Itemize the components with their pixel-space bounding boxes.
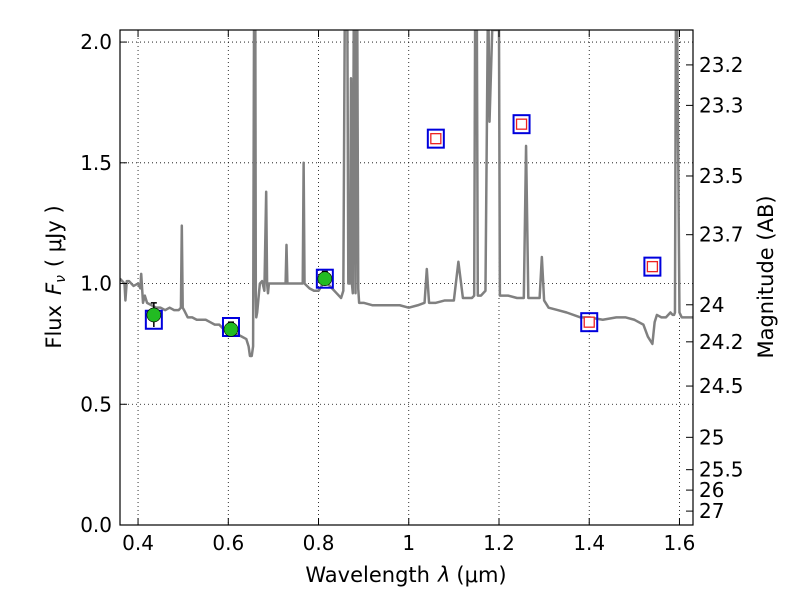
x-tick-label: 1 <box>402 531 415 555</box>
y-axis-label-unit: ( μJy ) <box>42 205 66 267</box>
points-layer <box>144 114 662 337</box>
grid <box>120 30 693 526</box>
right-tick-label: 26 <box>699 478 724 502</box>
model-box <box>426 128 445 149</box>
right-tick-label: 27 <box>699 499 724 523</box>
x-axis-label-symbol: λ <box>437 563 450 587</box>
right-tick-label: 25 <box>699 425 724 449</box>
red-square-marker <box>583 316 595 328</box>
red-square-marker <box>515 118 528 130</box>
x-axis-label-unit: (μm) <box>456 563 506 587</box>
observed-point <box>146 307 162 323</box>
red-square-marker <box>430 133 442 145</box>
right-tick-label: 25.5 <box>699 458 744 482</box>
right-axis-label: Magnitude (AB) <box>754 195 778 358</box>
x-tick-label: 1.2 <box>483 531 515 555</box>
model-box <box>315 268 334 289</box>
red-square-marker <box>646 260 659 273</box>
spectrum-line <box>120 30 693 358</box>
model-box <box>512 114 531 135</box>
x-tick-label: 1.4 <box>573 531 605 555</box>
observed-point <box>223 322 239 337</box>
right-tick-label: 23.2 <box>699 53 744 77</box>
x-tick-label: 0.6 <box>212 531 244 555</box>
y-tick-label: 1.5 <box>80 151 112 175</box>
plot-frame <box>119 29 694 526</box>
model-box <box>643 256 662 277</box>
x-tick-label: 1.6 <box>664 531 696 555</box>
right-tick-label: 23.5 <box>699 164 744 188</box>
y-axis-label-prefix: Flux <box>42 305 66 349</box>
y-tick-label: 0.5 <box>80 392 112 416</box>
observed-point <box>317 271 333 287</box>
y-tick-label: 1.0 <box>80 272 112 296</box>
y-tick-label: 0.0 <box>80 513 112 537</box>
right-tick-label: 23.7 <box>699 223 744 247</box>
right-tick-label: 24.2 <box>699 330 744 354</box>
right-tick-label: 24 <box>699 293 724 317</box>
x-axis-label: Wavelength λ (μm) <box>305 563 506 587</box>
right-tick-label: 23.3 <box>699 93 744 117</box>
y-axis-label: Flux Fν ( μJy ) <box>42 205 69 348</box>
y-axis-label-symbol: F <box>42 282 66 295</box>
spectrum-layer <box>120 30 693 358</box>
x-axis-label-prefix: Wavelength <box>305 563 430 587</box>
y-tick-label: 2.0 <box>80 30 112 54</box>
model-box <box>580 312 599 333</box>
y-axis-label-subscript: ν <box>53 275 69 283</box>
x-tick-label: 0.4 <box>122 531 154 555</box>
right-tick-label: 24.5 <box>699 374 744 398</box>
ticks: 0.4 0.6 0.8 1 1.2 1.4 1.6 0.0 0.5 1.0 1.5 2.0 23.2 23… <box>80 30 744 555</box>
x-tick-label: 0.8 <box>303 531 335 555</box>
